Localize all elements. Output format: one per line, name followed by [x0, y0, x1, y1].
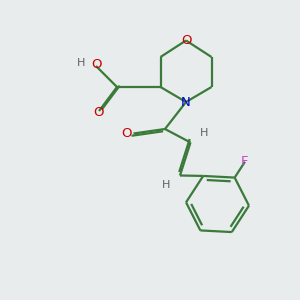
- Text: O: O: [181, 34, 191, 47]
- Text: N: N: [181, 95, 191, 109]
- Text: H: H: [200, 128, 208, 139]
- Text: O: O: [121, 127, 131, 140]
- Text: O: O: [94, 106, 104, 119]
- Text: O: O: [91, 58, 101, 71]
- Text: H: H: [77, 58, 85, 68]
- Text: F: F: [241, 155, 249, 168]
- Text: H: H: [162, 179, 171, 190]
